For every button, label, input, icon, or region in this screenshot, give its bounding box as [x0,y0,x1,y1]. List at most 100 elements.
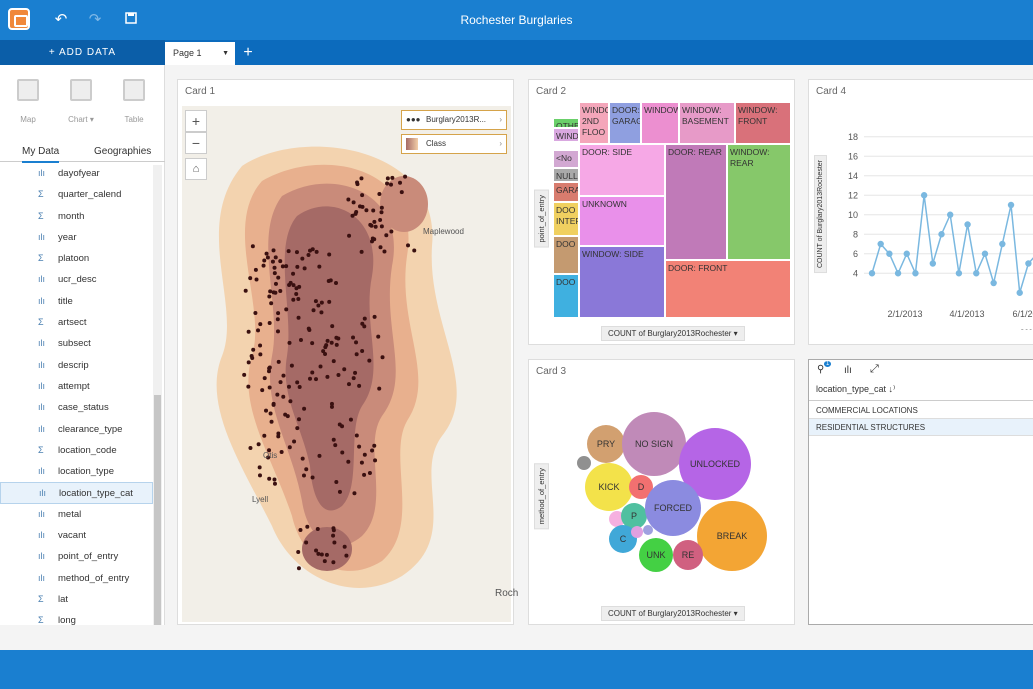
data-point[interactable] [999,240,1006,248]
x-axis-pill[interactable]: COUNT of Burglary2013Rochester ▾ [601,606,745,621]
treemap-cell[interactable]: WINDOW: 2ND FLOO [579,102,609,144]
column-header[interactable]: location_type_cat ↓⁾ [816,384,896,394]
data-point[interactable] [912,270,919,277]
layer-legend-class[interactable]: Class › [401,134,507,154]
field-item[interactable]: ılı clearance_type [0,419,153,440]
data-point[interactable] [990,279,997,287]
chart-viz-button[interactable]: Chart ▾ [61,79,101,124]
chevron-down-icon[interactable]: ▼ [222,50,229,57]
filter-icon[interactable]: ⚲ 1 [817,361,832,375]
treemap-cell[interactable]: WINDOW: SIDE [579,246,665,318]
data-point[interactable] [938,231,945,238]
field-item[interactable]: ılı ucr_desc [0,269,153,290]
treemap-cell[interactable]: WINDOW: BASEMENT [679,102,735,144]
data-point[interactable] [1007,201,1015,209]
table-viz-button[interactable]: Table [114,79,154,124]
expand-icon[interactable]: ⤢ [870,363,879,375]
treemap-cell[interactable]: DOO [553,236,579,274]
field-item[interactable]: ılı subsect [0,333,153,354]
save-icon[interactable] [121,10,141,30]
map-canvas[interactable] [182,106,511,622]
treemap-cell[interactable]: <No [553,150,579,168]
field-item[interactable]: ılı case_status [0,397,153,418]
chevron-right-icon[interactable]: › [499,139,502,148]
add-page-button[interactable]: + [243,44,253,61]
field-list-scrollbar[interactable] [153,165,162,625]
data-point[interactable] [903,250,910,257]
field-item[interactable]: ılı method_of_entry [0,568,153,589]
table-row[interactable]: COMMERCIAL LOCATIONS [809,402,1033,419]
data-point[interactable] [981,250,989,257]
field-item[interactable]: ılı attempt [0,376,153,397]
treemap-cell[interactable]: WIND [553,128,579,142]
chart-icon[interactable]: ılı [844,365,852,376]
undo-icon[interactable]: ↶ [54,11,68,28]
data-point[interactable] [920,192,928,199]
map-viz-button[interactable]: Map [8,79,48,124]
treemap-cell[interactable]: WINDOW: REAR [727,144,791,260]
treemap-cell[interactable]: DOOR: GARAG [609,102,641,144]
tab-my-data[interactable]: My Data [22,146,60,163]
treemap-cell[interactable]: DOOR: REAR [665,144,727,260]
bubble[interactable]: FORCED [645,480,701,536]
field-item[interactable]: ılı vacant [0,525,153,546]
field-item[interactable]: ılı point_of_entry [0,546,153,567]
card-5-table[interactable]: ⚲ 1 ılı ⤢ location_type_cat ↓⁾ COMMERCIAL… [808,359,1033,625]
zoom-in-button[interactable]: + [185,110,207,132]
tab-geographies[interactable]: Geographies [94,146,152,157]
data-point[interactable] [868,270,876,277]
field-item[interactable]: ılı location_type [0,461,153,482]
line-chart[interactable]: 4 6 8 10 12 14 16 18 2/1/2013 4/1/2013 6/1/2013 occ… [824,80,1033,330]
tab-page-1[interactable]: Page 1 ▼ [165,42,235,65]
data-point[interactable] [894,270,902,277]
field-item[interactable]: ılı location_type_cat [0,482,153,504]
bubble[interactable] [577,456,591,470]
data-point[interactable] [886,250,893,257]
layer-legend-burglary[interactable]: ●●● Burglary2013R... › [401,110,507,130]
treemap-cell[interactable]: UNKNOWN [579,196,665,246]
treemap-cell[interactable]: NULL [553,168,579,182]
treemap-cell[interactable]: DOO [553,274,579,318]
home-button[interactable]: ⌂ [185,158,207,180]
bubble[interactable]: UNK [639,538,673,572]
bubble[interactable]: D [629,475,653,499]
data-point[interactable] [929,260,937,267]
treemap-cell[interactable]: WINDOW [641,102,679,144]
data-point[interactable] [964,221,971,228]
app-logo-icon[interactable] [8,8,30,30]
data-point[interactable] [947,211,954,218]
bubble[interactable]: NO SIGN [622,412,686,476]
x-axis-label[interactable]: occur_t [1020,327,1033,330]
bubble-chart[interactable]: PRY NO SIGN UNLOCKED KICK D P FORCED BREAK C UNK R… [529,360,796,600]
data-point[interactable] [955,270,963,277]
bubble[interactable]: PRY [587,425,625,463]
treemap-cell[interactable]: DOOR: SIDE [579,144,665,196]
bubble[interactable]: RE [673,540,703,570]
x-axis-pill[interactable]: COUNT of Burglary2013Rochester ▾ [601,326,745,341]
y-axis-pill[interactable]: point_of_entry [534,190,549,248]
zoom-out-button[interactable]: − [185,132,207,154]
field-item[interactable]: ılı year [0,227,153,248]
chevron-right-icon[interactable]: › [499,115,502,124]
data-point[interactable] [973,270,980,277]
bubble[interactable] [643,525,653,535]
field-item[interactable]: ılı descrip [0,355,153,376]
table-row[interactable]: RESIDENTIAL STRUCTURES [809,419,1033,436]
data-point[interactable] [1025,260,1032,267]
bubble[interactable] [631,526,643,538]
bubble[interactable]: KICK [585,463,633,511]
field-item[interactable]: ılı metal [0,504,153,525]
card-1-map[interactable]: Card 1 + − ⌂ ●●● Burglary2013R... › Clas… [177,79,518,625]
data-point[interactable] [877,240,884,248]
treemap-cell[interactable]: WINDOW: FRONT [735,102,791,144]
scroll-thumb[interactable] [154,395,161,625]
bubble[interactable]: BREAK [697,501,767,571]
redo-icon[interactable]: ↷ [88,11,102,28]
